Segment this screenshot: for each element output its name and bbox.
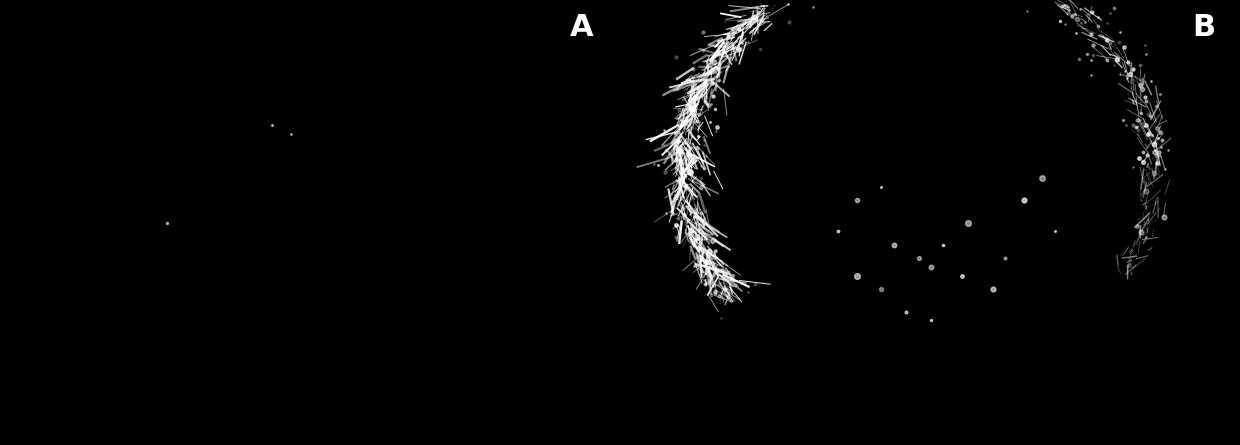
Text: B: B	[1192, 13, 1215, 42]
Text: A: A	[570, 13, 594, 42]
